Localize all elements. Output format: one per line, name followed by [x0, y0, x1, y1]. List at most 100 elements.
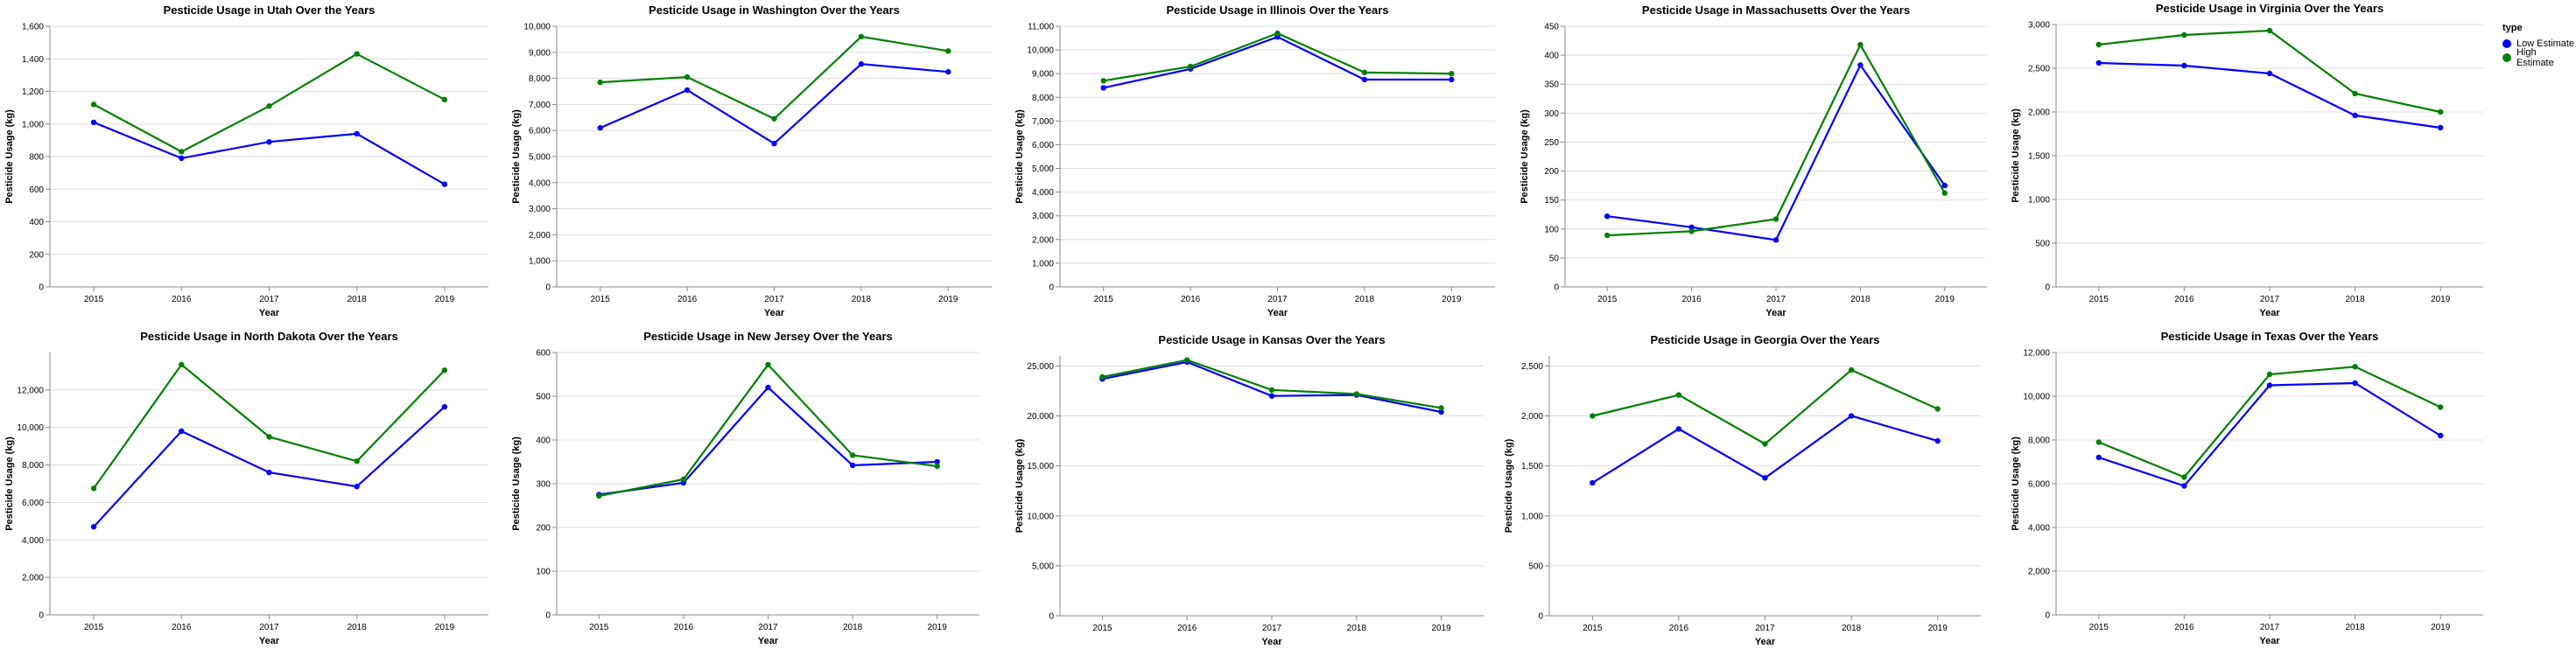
x-tick-label: 2019: [1928, 624, 1948, 633]
x-tick-label: 2015: [84, 295, 104, 304]
data-point: [1449, 70, 1455, 77]
y-tick-label: 300: [1544, 109, 1559, 119]
series-line: [1102, 360, 1442, 414]
data-point: [849, 462, 856, 469]
x-tick-label: 2017: [764, 295, 784, 304]
data-point: [1772, 216, 1779, 222]
y-tick-label: 6,000: [22, 499, 44, 508]
y-tick-label: 1,200: [22, 87, 44, 97]
y-tick-label: 4,000: [2028, 524, 2050, 534]
data-point: [597, 125, 603, 131]
data-point: [2438, 124, 2444, 131]
chart-panel: 0 2,000 4,000 6,000 8,000 10,000 12,000 2015 201…: [2011, 330, 2483, 646]
data-point: [1675, 392, 1682, 398]
y-tick-label: 0: [39, 611, 44, 621]
y-axis-title: Pesticide Usage (kg): [1014, 109, 1025, 204]
legend-title: type: [2502, 23, 2523, 33]
y-tick-label: 2,500: [2028, 65, 2050, 74]
y-tick-label: 100: [536, 568, 551, 577]
x-tick-label: 2018: [2345, 623, 2365, 632]
y-tick-label: 600: [29, 185, 44, 195]
data-point: [179, 361, 185, 368]
x-tick-label: 2015: [1597, 295, 1618, 304]
x-tick-label: 2018: [1355, 295, 1375, 304]
y-axis-title: Pesticide Usage (kg): [1520, 109, 1530, 204]
data-point: [2352, 112, 2358, 119]
data-point: [2095, 41, 2102, 48]
data-point: [2266, 70, 2273, 77]
data-point: [2438, 404, 2444, 410]
data-point: [945, 68, 951, 75]
x-tick-label: 2018: [347, 295, 368, 304]
chart-panel: 0 5,000 10,000 15,000 20,000 25,000 2015 2016 20…: [1014, 333, 1484, 647]
x-tick-label: 2016: [1681, 295, 1702, 304]
data-point: [596, 492, 602, 499]
legend-label-high: High Estimate: [2516, 47, 2554, 68]
x-tick-label: 2017: [259, 295, 279, 304]
y-tick-label: 0: [1538, 612, 1543, 622]
data-point: [2095, 59, 2102, 66]
series-line: [93, 121, 446, 185]
series-line: [1591, 415, 1939, 485]
y-tick-label: 0: [545, 611, 551, 621]
chart-title: Pesticide Usage in Georgia Over the Year…: [1650, 333, 1879, 346]
y-axis-title: Pesticide Usage (kg): [511, 436, 522, 531]
y-tick-label: 400: [536, 436, 551, 446]
x-tick-label: 2019: [435, 295, 455, 304]
x-tick-label: 2018: [1347, 624, 1367, 633]
data-point: [1590, 413, 1596, 419]
y-tick-label: 300: [536, 480, 551, 490]
chart-title: Pesticide Usage in Utah Over the Years: [164, 3, 376, 17]
x-axis-title: Year: [2259, 308, 2280, 318]
y-tick-label: 1,500: [2028, 152, 2050, 162]
data-point: [179, 155, 185, 162]
y-tick-label: 50: [1549, 254, 1560, 263]
x-tick-label: 2016: [674, 623, 694, 632]
data-point: [1590, 479, 1596, 486]
x-tick-label: 2015: [591, 295, 611, 304]
y-tick-label: 2,500: [1521, 362, 1543, 372]
y-tick-label: 10,000: [1027, 46, 1054, 56]
y-tick-label: 1,500: [1521, 462, 1543, 471]
y-tick-label: 2,000: [22, 574, 44, 583]
chart-panel: 0 2,000 4,000 6,000 8,000 10,000 12,000 2015 201…: [4, 330, 488, 646]
data-point: [2181, 31, 2187, 38]
y-tick-label: 11,000: [1028, 23, 1054, 32]
y-tick-label: 12,000: [17, 386, 44, 395]
data-point: [1187, 63, 1194, 70]
y-tick-label: 1,400: [22, 55, 44, 65]
x-tick-label: 2018: [1842, 624, 1862, 633]
data-point: [179, 428, 185, 435]
data-point: [1857, 41, 1864, 48]
chart-panel: 0 200 400 600 800 1,000 1,200 1,400 1,600 2015 201…: [4, 3, 488, 318]
x-axis-title: Year: [259, 636, 280, 646]
chart-panel: 0 100 200 300 400 500 600 2015 2016 2017 2018 2019 Y…: [511, 330, 979, 646]
y-tick-label: 0: [1049, 612, 1054, 622]
chart-title: Pesticide Usage in North Dakota Over the…: [140, 330, 398, 343]
data-point: [858, 33, 865, 40]
y-axis-title: Pesticide Usage (kg): [511, 109, 522, 204]
x-tick-label: 2018: [1850, 295, 1871, 304]
data-point: [934, 463, 940, 470]
data-point: [771, 115, 777, 122]
x-tick-label: 2017: [758, 623, 778, 632]
y-tick-label: 0: [1049, 283, 1054, 293]
series-line: [599, 386, 937, 496]
y-tick-label: 1,000: [529, 257, 551, 267]
y-tick-label: 1,000: [1521, 512, 1543, 521]
data-point: [266, 434, 272, 440]
y-tick-label: 200: [1544, 167, 1559, 177]
legend-item-low: Low Estimate: [2502, 37, 2576, 51]
y-tick-label: 0: [2045, 611, 2050, 621]
chart-panel: 0 1,000 2,000 3,000 4,000 5,000 6,000 7,000 8,00…: [1014, 3, 1495, 318]
chart-title: Pesticide Usage in Texas Over the Years: [2161, 330, 2379, 343]
x-tick-label: 2016: [2174, 623, 2194, 632]
data-point: [2266, 371, 2273, 378]
y-axis-title: Pesticide Usage (kg): [2011, 436, 2021, 531]
data-point: [849, 452, 856, 458]
y-tick-label: 4,000: [529, 178, 551, 188]
x-tick-label: 2019: [2431, 623, 2451, 632]
y-tick-label: 250: [1544, 138, 1559, 148]
data-point: [2095, 454, 2102, 461]
series-line: [93, 52, 446, 153]
